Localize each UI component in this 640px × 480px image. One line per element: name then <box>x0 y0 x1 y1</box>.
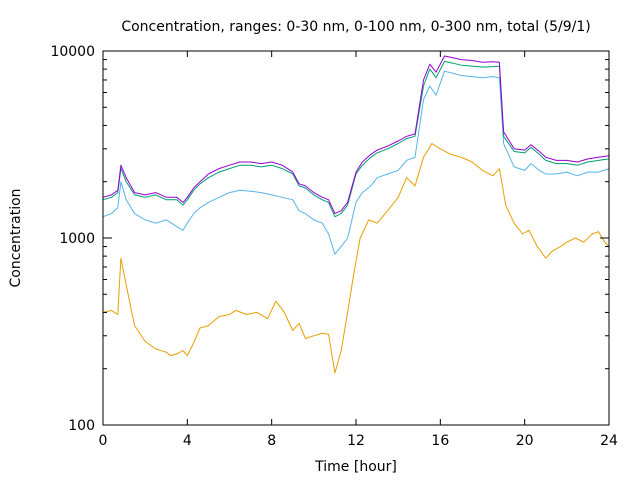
series-line-0-100-nm <box>102 70 610 255</box>
y-tick-label: 1000 <box>59 231 95 247</box>
x-tick-label: 16 <box>431 433 449 449</box>
y-axis-label: Concentration <box>8 188 24 287</box>
x-tick-label: 4 <box>183 433 192 449</box>
series-line-total <box>102 55 610 215</box>
plot-frame <box>102 50 610 426</box>
x-tick-label: 24 <box>600 433 618 449</box>
series-layer <box>102 55 610 374</box>
series-line-0-300-nm <box>102 60 610 218</box>
x-tick-label: 20 <box>516 433 534 449</box>
chart-title: Concentration, ranges: 0-30 nm, 0-100 nm… <box>121 19 590 35</box>
y-tick-label: 100 <box>68 418 95 434</box>
x-tick-label: 12 <box>347 433 365 449</box>
y-tick-label: 10000 <box>50 44 95 60</box>
x-tick-label: 8 <box>267 433 276 449</box>
series-line-0-30-nm <box>102 143 610 374</box>
ticks-layer: 0 4 8 12 16 20 24 100 1000 10000 <box>50 44 618 449</box>
x-tick-label: 0 <box>99 433 108 449</box>
x-axis-label: Time [hour] <box>314 459 397 475</box>
